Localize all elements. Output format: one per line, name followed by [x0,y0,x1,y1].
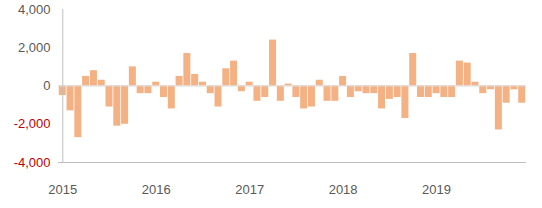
svg-text:2,000: 2,000 [18,40,51,55]
svg-text:2018: 2018 [329,182,358,197]
svg-text:2019: 2019 [422,182,451,197]
svg-text:2017: 2017 [235,182,264,197]
svg-text:4,000: 4,000 [18,2,51,17]
svg-text:-2,000: -2,000 [14,116,51,131]
svg-text:2016: 2016 [142,182,171,197]
svg-text:-4,000: -4,000 [14,155,51,170]
svg-text:0: 0 [43,78,50,93]
svg-text:2015: 2015 [48,182,77,197]
